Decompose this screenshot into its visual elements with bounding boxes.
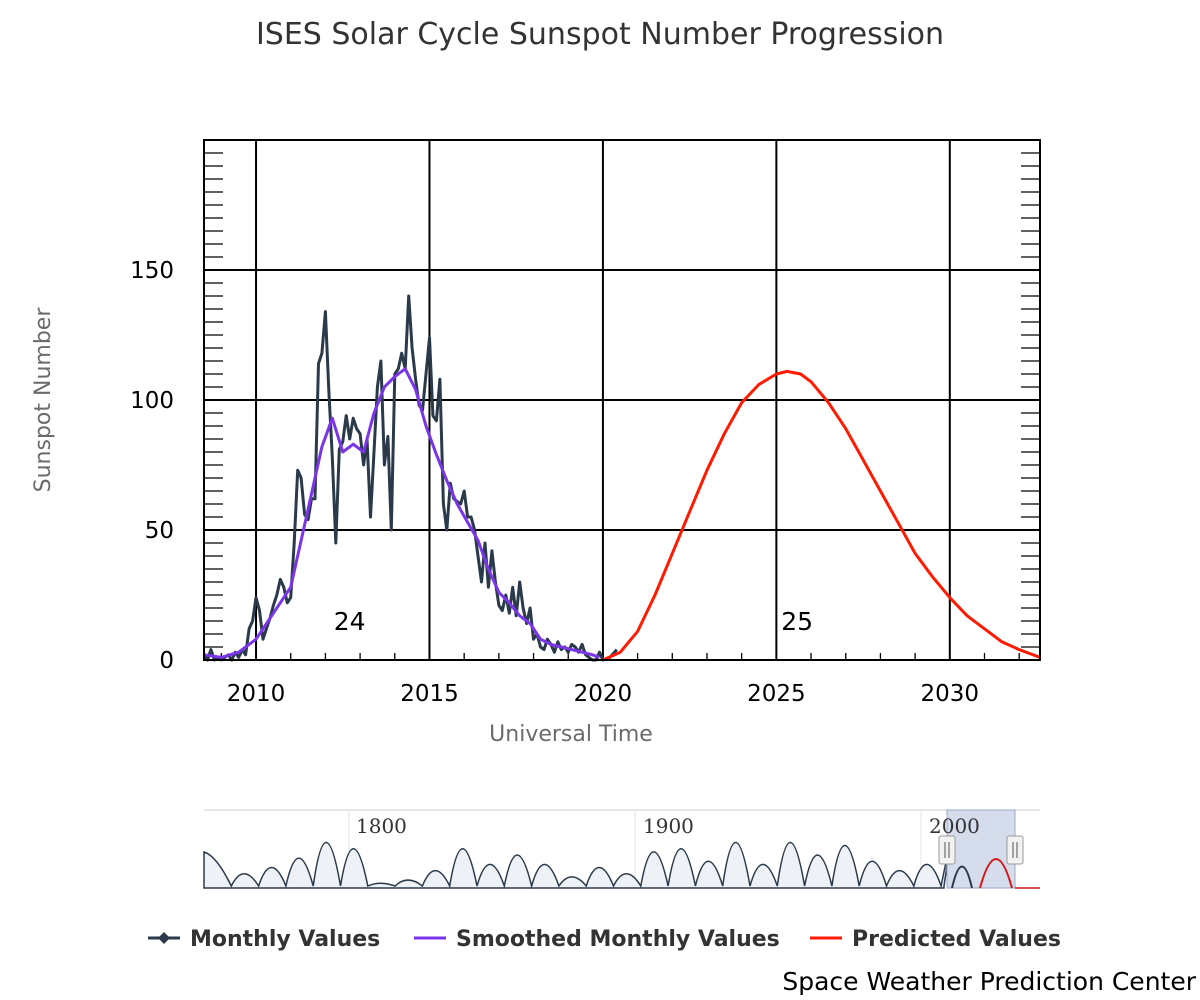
legend-predicted-label: Predicted Values [852, 927, 1061, 952]
legend-smoothed-label: Smoothed Monthly Values [456, 927, 780, 952]
navigator-label-1900: 1900 [643, 814, 694, 838]
chart-title: ISES Solar Cycle Sunspot Number Progress… [256, 17, 944, 52]
smoothed-values-line [203, 367, 601, 659]
legend-item-predicted[interactable]: Predicted Values [810, 927, 1061, 952]
navigator-label-2000: 2000 [929, 814, 980, 838]
legend-monthly-label: Monthly Values [190, 927, 380, 952]
legend: Monthly Values Smoothed Monthly Values P… [148, 927, 1061, 952]
y-tick-label-100: 100 [130, 388, 174, 414]
y-axis-title: Sunspot Number [31, 307, 56, 493]
x-axis-title: Universal Time [489, 722, 653, 747]
x-tick-labels: 2010 2015 2020 2025 2030 [227, 681, 979, 707]
diamond-marker-icon [158, 932, 170, 944]
cycle-label-25: 25 [781, 607, 813, 636]
navigator-selection[interactable] [946, 809, 1016, 889]
navigator-handle-right[interactable] [1006, 835, 1024, 865]
cycle-labels: 24 25 [334, 607, 813, 636]
navigator[interactable]: 1800 1900 2000 [203, 809, 1040, 889]
x-tick-label-2010: 2010 [227, 681, 286, 707]
x-tick-label-2025: 2025 [747, 681, 806, 707]
navigator-predicted-mini [979, 858, 1013, 889]
y-tick-label-50: 50 [145, 518, 174, 544]
monthly-values-line [202, 294, 618, 662]
cycle-label-24: 24 [334, 607, 366, 636]
navigator-cycle24-mini [951, 865, 973, 889]
x-tick-label-2020: 2020 [574, 681, 633, 707]
legend-item-smoothed[interactable]: Smoothed Monthly Values [414, 927, 780, 952]
plot-border [203, 139, 1041, 661]
navigator-handle-right-box[interactable] [1006, 835, 1024, 865]
navigator-history-area [203, 841, 949, 889]
navigator-label-1800: 1800 [356, 814, 407, 838]
navigator-handle-left[interactable] [938, 835, 956, 865]
y-tick-labels: 0 50 100 150 [130, 258, 174, 674]
credit-text: Space Weather Prediction Center [782, 967, 1196, 996]
legend-item-monthly[interactable]: Monthly Values [148, 927, 380, 952]
predicted-values-line [602, 369, 1041, 662]
y-tick-label-0: 0 [159, 648, 174, 674]
x-tick-label-2015: 2015 [400, 681, 459, 707]
y-tick-label-150: 150 [130, 258, 174, 284]
navigator-handle-left-box[interactable] [938, 835, 956, 865]
x-tick-label-2030: 2030 [921, 681, 980, 707]
